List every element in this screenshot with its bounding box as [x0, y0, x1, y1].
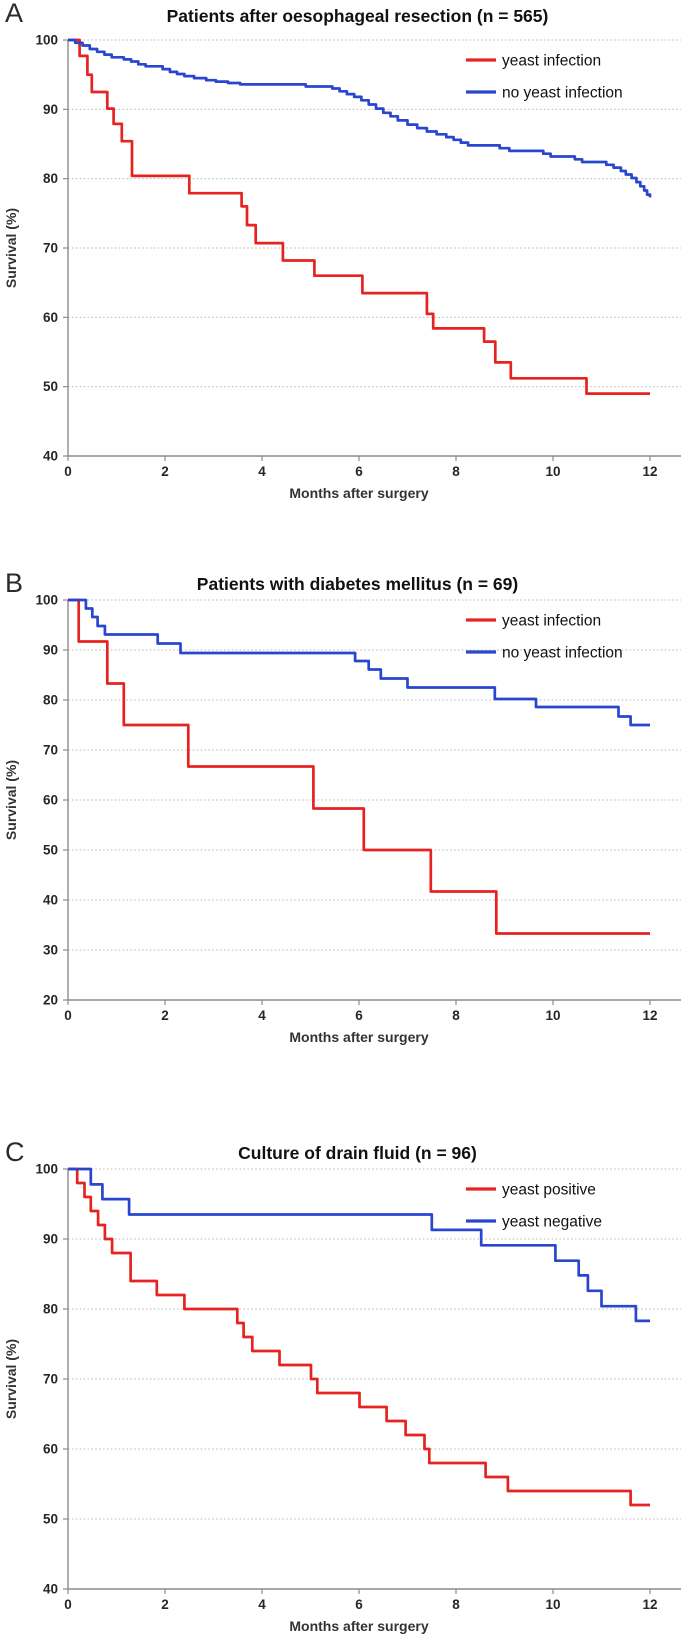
- svg-text:8: 8: [452, 1597, 460, 1612]
- svg-text:40: 40: [43, 449, 58, 464]
- panel-a: A Patients after oesophageal resection (…: [0, 0, 685, 560]
- svg-text:6: 6: [355, 1008, 363, 1023]
- svg-text:50: 50: [43, 843, 58, 858]
- svg-text:80: 80: [43, 171, 58, 186]
- svg-text:Survival (%): Survival (%): [3, 760, 19, 840]
- svg-text:yeast positive: yeast positive: [502, 1182, 596, 1199]
- svg-text:50: 50: [43, 1512, 58, 1527]
- svg-text:12: 12: [642, 464, 657, 479]
- svg-text:100: 100: [35, 33, 58, 48]
- svg-text:10: 10: [545, 464, 560, 479]
- svg-text:70: 70: [43, 1372, 58, 1387]
- svg-text:20: 20: [43, 993, 58, 1008]
- svg-text:10: 10: [545, 1597, 560, 1612]
- svg-text:60: 60: [43, 310, 58, 325]
- svg-text:4: 4: [258, 1008, 266, 1023]
- svg-text:6: 6: [355, 1597, 363, 1612]
- panel-c-chart: 40 50 60 70 80 90 100 0 2 4 6 8 10 12 Months after sur…: [3, 1162, 681, 1634]
- svg-text:90: 90: [43, 643, 58, 658]
- svg-text:Survival (%): Survival (%): [3, 1339, 19, 1419]
- panel-b: B Patients with diabetes mellitus (n = 6…: [0, 560, 685, 1129]
- svg-text:60: 60: [43, 793, 58, 808]
- svg-text:50: 50: [43, 379, 58, 394]
- svg-text:yeast infection: yeast infection: [502, 53, 601, 70]
- panel-a-chart: 40 50 60 70 80 90 100 0 2 4 6 8 10 12 Months after sur…: [3, 33, 681, 501]
- svg-text:100: 100: [35, 593, 58, 608]
- svg-text:yeast infection: yeast infection: [502, 613, 601, 630]
- panel-b-title: Patients with diabetes mellitus (n = 69): [196, 574, 519, 594]
- svg-text:70: 70: [43, 241, 58, 256]
- svg-text:Survival (%): Survival (%): [3, 208, 19, 288]
- svg-text:0: 0: [64, 1008, 72, 1023]
- svg-text:no yeast infection: no yeast infection: [502, 85, 623, 102]
- svg-text:8: 8: [452, 1008, 460, 1023]
- panel-b-chart: 20 30 40 50 60 70 80 90 100 0 2 4 6 8 10 12 Months after…: [3, 593, 681, 1045]
- panel-c-title: Culture of drain fluid (n = 96): [238, 1143, 477, 1163]
- svg-text:Months after surgery: Months after surgery: [289, 485, 428, 501]
- svg-text:2: 2: [161, 1597, 169, 1612]
- svg-text:8: 8: [452, 464, 460, 479]
- svg-text:yeast negative: yeast negative: [502, 1214, 602, 1231]
- svg-text:4: 4: [258, 1597, 266, 1612]
- panel-c: C Culture of drain fluid (n = 96) 40 50 60…: [0, 1129, 685, 1648]
- svg-text:12: 12: [642, 1597, 657, 1612]
- svg-text:90: 90: [43, 1232, 58, 1247]
- svg-text:60: 60: [43, 1442, 58, 1457]
- svg-text:4: 4: [258, 464, 266, 479]
- svg-text:0: 0: [64, 1597, 72, 1612]
- svg-text:30: 30: [43, 943, 58, 958]
- svg-text:Months after surgery: Months after surgery: [289, 1618, 428, 1634]
- panel-a-letter: A: [5, 0, 24, 28]
- svg-text:10: 10: [545, 1008, 560, 1023]
- svg-text:90: 90: [43, 102, 58, 117]
- svg-text:80: 80: [43, 1302, 58, 1317]
- svg-text:no yeast infection: no yeast infection: [502, 645, 623, 662]
- svg-text:12: 12: [642, 1008, 657, 1023]
- svg-text:40: 40: [43, 893, 58, 908]
- svg-text:0: 0: [64, 464, 72, 479]
- svg-text:Months after surgery: Months after surgery: [289, 1029, 428, 1045]
- panel-b-letter: B: [5, 568, 24, 598]
- panel-a-title: Patients after oesophageal resection (n …: [166, 6, 549, 26]
- svg-text:70: 70: [43, 743, 58, 758]
- svg-text:6: 6: [355, 464, 363, 479]
- svg-text:80: 80: [43, 693, 58, 708]
- svg-text:2: 2: [161, 1008, 169, 1023]
- svg-text:2: 2: [161, 464, 169, 479]
- svg-text:100: 100: [35, 1162, 58, 1177]
- panel-c-letter: C: [5, 1137, 25, 1167]
- svg-text:40: 40: [43, 1582, 58, 1597]
